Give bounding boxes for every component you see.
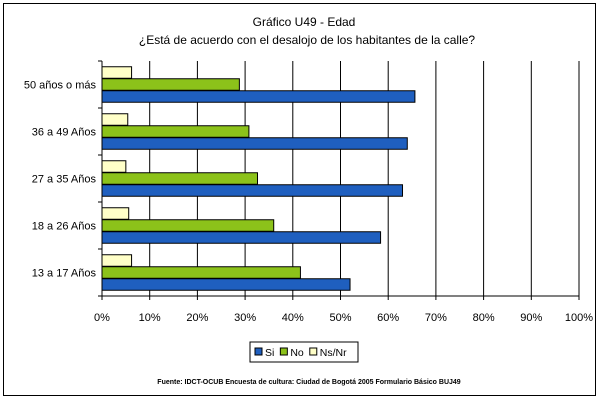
- bar-si: [101, 278, 351, 291]
- x-tick-label: 80%: [473, 312, 495, 324]
- category-label: 13 a 17 Años: [32, 268, 97, 280]
- bar-ns-nr: [101, 66, 133, 79]
- chart-subtitle: ¿Está de acuerdo con el desalojo de los …: [139, 33, 476, 47]
- bar-si: [101, 231, 382, 244]
- chart-title: Gráfico U49 - Edad: [253, 15, 356, 29]
- x-tick-label: 70%: [425, 312, 447, 324]
- bar-no: [101, 266, 301, 279]
- axes: 0% 10% 20% 30% 40% 50% 60% 70% 80% 90% 100% 13 a 17…: [24, 60, 593, 324]
- legend-label: Ns/Nr: [320, 347, 347, 359]
- category-label: 18 a 26 Años: [32, 221, 97, 233]
- bar-no: [101, 219, 275, 232]
- category-label: 27 a 35 Años: [32, 174, 97, 186]
- legend-swatch: [279, 347, 288, 356]
- x-tick-label: 60%: [377, 312, 399, 324]
- bar-ns-nr: [101, 207, 130, 220]
- bar-ns-nr: [101, 254, 133, 267]
- chart-frame: Gráfico U49 - Edad ¿Está de acuerdo con …: [3, 3, 596, 396]
- legend-box: [249, 341, 359, 363]
- bar-no: [101, 172, 259, 185]
- bar-no: [101, 125, 250, 138]
- bar-no: [101, 78, 240, 91]
- bar-si: [101, 184, 404, 197]
- x-tick-label: 50%: [329, 312, 351, 324]
- legend-label: Si: [265, 347, 274, 359]
- chart: Gráfico U49 - Edad ¿Está de acuerdo con …: [24, 15, 593, 386]
- category-label: 36 a 49 Años: [32, 127, 97, 139]
- x-tick-label: 10%: [139, 312, 161, 324]
- x-tick-label: 0%: [94, 312, 110, 324]
- x-tick-label: 20%: [186, 312, 208, 324]
- x-tick-label: 100%: [565, 312, 593, 324]
- source-note: Fuente: IDCT-OCUB Encuesta de cultura: C…: [157, 379, 460, 386]
- bars: [101, 66, 416, 291]
- x-tick-label: 30%: [234, 312, 256, 324]
- x-tick-label: 90%: [520, 312, 542, 324]
- x-tick-label: 40%: [282, 312, 304, 324]
- legend: Si No Ns/Nr: [249, 341, 359, 363]
- bar-si: [101, 90, 416, 103]
- bar-ns-nr: [101, 113, 129, 126]
- legend-swatch: [309, 347, 318, 356]
- bar-si: [101, 137, 408, 150]
- bar-ns-nr: [101, 160, 127, 173]
- legend-swatch: [254, 347, 263, 356]
- category-label: 50 años o más: [24, 80, 97, 92]
- legend-label: No: [290, 347, 304, 359]
